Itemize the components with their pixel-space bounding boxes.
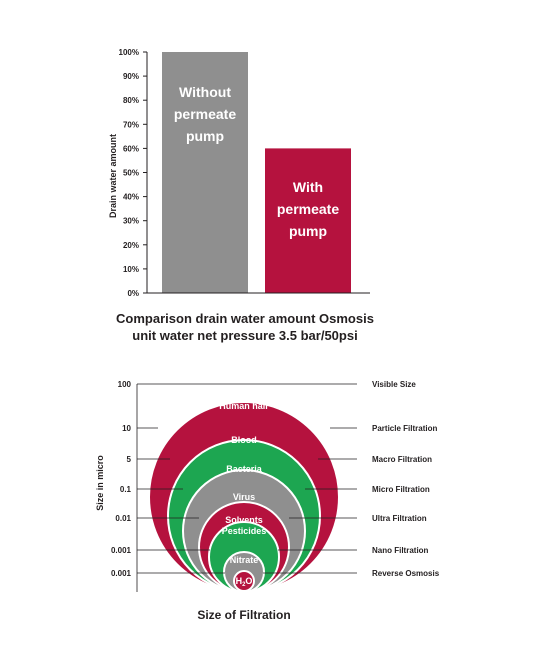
bar-category-label: Without [179, 84, 231, 100]
y-tick-label: 50% [123, 169, 139, 178]
size-value-label: 0.01 [115, 514, 131, 523]
y-tick-label: 100% [119, 48, 139, 57]
particle-label: Human hair [219, 401, 269, 411]
filtration-category-label: Visible Size [372, 380, 416, 389]
y-tick-label: 10% [123, 265, 139, 274]
y-tick-label: 70% [123, 120, 139, 129]
particle-label: Bacteria [226, 464, 263, 474]
particle-label: Virus [233, 492, 255, 502]
drain-water-bar-chart: Drain water amount 0% 10% 20% 30% 40% 50% 60% 7… [108, 48, 374, 343]
chart-caption-line-1: Comparison drain water amount Osmosis [116, 311, 374, 326]
size-value-label: 10 [122, 424, 131, 433]
filtration-category-label: Ultra Filtration [372, 514, 427, 523]
y-tick-label: 60% [123, 144, 139, 153]
filtration-category-label: Reverse Osmosis [372, 569, 440, 578]
h2o-label: H2O [236, 576, 253, 588]
y-tick-label: 30% [123, 217, 139, 226]
y-tick-label: 20% [123, 241, 139, 250]
y-tick-label: 40% [123, 193, 139, 202]
bar [265, 148, 351, 293]
particle-label: Solvents [225, 515, 263, 525]
filtration-category-label: Particle Filtration [372, 424, 437, 433]
size-axis-title: Size in micro [95, 455, 105, 511]
bar-category-label: pump [186, 128, 224, 144]
filtration-category-label: Nano Filtration [372, 546, 429, 555]
particle-label: Blood [231, 435, 257, 445]
size-value-label: 0.1 [120, 485, 132, 494]
y-tick-label: 90% [123, 72, 139, 81]
y-tick-label: 80% [123, 96, 139, 105]
particle-label: Nitrate [230, 555, 259, 565]
chart-caption-line-2: unit water net pressure 3.5 bar/50psi [132, 328, 357, 343]
h2o-circle [233, 570, 255, 592]
size-value-label: 0.001 [111, 569, 132, 578]
size-value-label: 100 [118, 380, 132, 389]
bar-category-label: With [293, 179, 323, 195]
filtration-x-title: Size of Filtration [197, 608, 290, 622]
filtration-category-label: Macro Filtration [372, 455, 432, 464]
bar-category-label: permeate [277, 201, 339, 217]
y-tick-label: 0% [127, 289, 139, 298]
bar-category-label: pump [289, 223, 327, 239]
particle-label: Pesticides [222, 526, 267, 536]
bar-category-label: permeate [174, 106, 236, 122]
filtration-category-label: Micro Filtration [372, 485, 430, 494]
size-value-label: 0.001 [111, 546, 132, 555]
size-value-label: 5 [127, 455, 132, 464]
bar [162, 52, 248, 293]
y-axis-title: Drain water amount [108, 134, 118, 218]
